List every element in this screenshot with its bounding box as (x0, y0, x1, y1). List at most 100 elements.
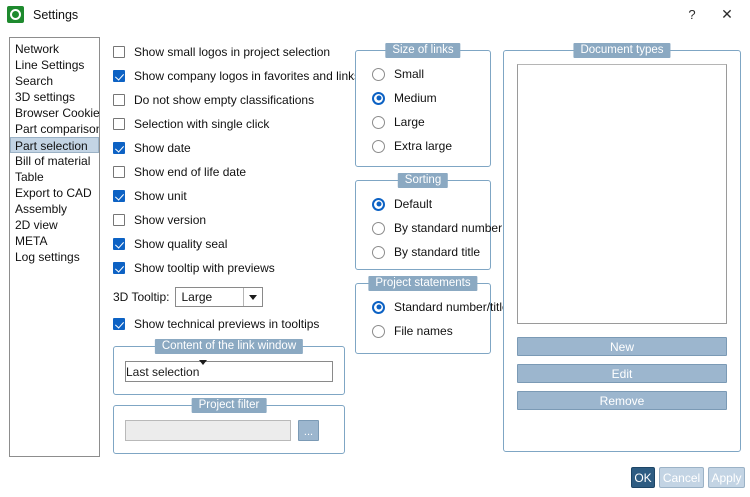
window-titlebar: Settings (0, 0, 750, 29)
apply-button[interactable]: Apply (708, 467, 745, 488)
checkbox-hide-empty-classifications[interactable] (113, 93, 125, 106)
size-of-links-group: Size of links Small Medium Large Extra l… (355, 43, 491, 167)
project-statements-group-title: Project statements (368, 276, 478, 291)
link-window-select[interactable]: Last selection (125, 359, 333, 382)
checkbox-show-unit[interactable] (113, 189, 125, 202)
new-document-type-button[interactable]: New (517, 337, 727, 356)
sidebar-item-meta[interactable]: META (15, 234, 48, 248)
link-window-group-title: Content of the link window (154, 339, 304, 354)
radio-sorting-standard-number[interactable] (372, 221, 385, 235)
sidebar-item-browser-cookies[interactable]: Browser Cookies (15, 106, 100, 120)
checkbox-single-click-selection[interactable] (113, 117, 125, 130)
chevron-down-icon[interactable] (243, 288, 262, 306)
radio-label-standard-number-title: Standard number/title (394, 300, 509, 314)
radio-size-small[interactable] (372, 67, 385, 81)
3d-tooltip-setting: 3D Tooltip: Large (113, 287, 264, 307)
checkbox-label-technical-previews: Show technical previews in tooltips (134, 316, 320, 331)
radio-size-extra-large[interactable] (372, 139, 385, 153)
size-of-links-group-title: Size of links (385, 43, 461, 58)
checkbox-label-show-date: Show date (134, 140, 191, 155)
radio-row-file-names[interactable]: File names (372, 324, 490, 338)
radio-standard-number-title[interactable] (372, 300, 385, 314)
checkbox-row-technical-previews[interactable]: Show technical previews in tooltips (113, 316, 320, 331)
project-statements-group: Project statements Standard number/title… (355, 276, 509, 354)
radio-label-sorting-default: Default (394, 197, 433, 211)
checkbox-show-end-of-life-date[interactable] (113, 165, 125, 178)
radio-row-sorting-default[interactable]: Default (372, 197, 490, 211)
sidebar-item-network[interactable]: Network (15, 42, 60, 56)
sidebar-item-log-settings[interactable]: Log settings (15, 250, 80, 264)
radio-sorting-standard-title[interactable] (372, 245, 385, 259)
project-filter-group-title: Project filter (191, 398, 267, 413)
checkbox-show-tooltip-with-previews[interactable] (113, 261, 125, 274)
checkbox-row-show-tooltip-with-previews[interactable]: Show tooltip with previews (113, 261, 349, 275)
checkbox-row-show-end-of-life-date[interactable]: Show end of life date (113, 164, 349, 179)
document-types-group: Document types New Edit Remove (503, 43, 741, 452)
sidebar-item-2d-view[interactable]: 2D view (15, 218, 58, 232)
sidebar-item-part-comparison[interactable]: Part comparison (15, 122, 100, 136)
radio-row-size-medium[interactable]: Medium (372, 91, 490, 105)
radio-row-size-extra-large[interactable]: Extra large (372, 139, 490, 153)
checkbox-label-show-unit: Show unit (134, 188, 187, 203)
checkbox-row-single-click-selection[interactable]: Selection with single click (113, 116, 349, 131)
radio-label-size-small: Small (394, 67, 425, 81)
checkbox-label-show-quality-seal: Show quality seal (134, 236, 228, 251)
link-window-group: Content of the link window Last selectio… (113, 339, 345, 395)
radio-label-size-large: Large (394, 115, 425, 129)
checkbox-row-show-quality-seal[interactable]: Show quality seal (113, 236, 349, 251)
sidebar-item-table[interactable]: Table (15, 170, 44, 184)
checkbox-label-single-click-selection: Selection with single click (134, 116, 270, 131)
checkbox-row-show-small-logos[interactable]: Show small logos in project selection (113, 44, 349, 59)
help-button[interactable]: ? (688, 7, 696, 22)
checkbox-row-hide-empty-classifications[interactable]: Do not show empty classifications (113, 92, 349, 107)
sidebar-item-line-settings[interactable]: Line Settings (15, 58, 85, 72)
checkbox-row-show-date[interactable]: Show date (113, 140, 349, 155)
sidebar-item-assembly[interactable]: Assembly (15, 202, 68, 216)
document-types-list[interactable] (517, 64, 727, 324)
radio-row-sorting-standard-title[interactable]: By standard title (372, 245, 490, 259)
remove-document-type-button[interactable]: Remove (517, 391, 727, 410)
checkbox-technical-previews[interactable] (113, 317, 125, 330)
checkbox-show-quality-seal[interactable] (113, 237, 125, 250)
radio-sorting-default[interactable] (372, 197, 385, 211)
checkbox-show-date[interactable] (113, 141, 125, 154)
radio-label-size-medium: Medium (394, 91, 437, 105)
chevron-down-icon[interactable] (199, 359, 208, 379)
checkbox-row-show-unit[interactable]: Show unit (113, 188, 349, 203)
project-filter-input[interactable] (125, 420, 291, 441)
checkbox-label-show-small-logos: Show small logos in project selection (134, 44, 331, 59)
checkbox-row-show-version[interactable]: Show version (113, 212, 349, 227)
radio-size-large[interactable] (372, 115, 385, 129)
settings-category-list[interactable]: Network Line Settings Search 3D settings… (9, 37, 100, 457)
checkbox-show-company-logos[interactable] (113, 69, 125, 82)
sorting-group: Sorting Default By standard number By st… (355, 173, 502, 270)
radio-file-names[interactable] (372, 324, 385, 338)
document-types-group-title: Document types (573, 43, 671, 58)
radio-row-sorting-standard-number[interactable]: By standard number (372, 221, 502, 235)
sidebar-item-export-to-cad[interactable]: Export to CAD (15, 186, 92, 200)
radio-label-sorting-standard-title: By standard title (394, 245, 481, 259)
sidebar-item-part-selection[interactable]: Part selection (10, 137, 99, 153)
radio-size-medium[interactable] (372, 91, 385, 105)
project-filter-browse-button[interactable]: ... (298, 420, 319, 441)
checkbox-show-version[interactable] (113, 213, 125, 226)
checkbox-label-show-end-of-life-date: Show end of life date (134, 164, 247, 179)
sidebar-item-search[interactable]: Search (15, 74, 54, 88)
sidebar-item-bill-of-material[interactable]: Bill of material (15, 154, 91, 168)
ok-button[interactable]: OK (631, 467, 655, 488)
checkbox-show-small-logos[interactable] (113, 45, 125, 58)
checkbox-label-show-version: Show version (134, 212, 207, 227)
checkbox-label-show-company-logos: Show company logos in favorites and link… (134, 68, 361, 83)
3d-tooltip-select[interactable]: Large (175, 287, 264, 307)
radio-row-size-large[interactable]: Large (372, 115, 490, 129)
sidebar-item-3d-settings[interactable]: 3D settings (15, 90, 76, 104)
cancel-button[interactable]: Cancel (659, 467, 704, 488)
radio-row-standard-number-title[interactable]: Standard number/title (372, 300, 509, 314)
radio-label-file-names: File names (394, 324, 453, 338)
radio-row-size-small[interactable]: Small (372, 67, 490, 81)
checkbox-label-hide-empty-classifications: Do not show empty classifications (134, 92, 315, 107)
checkbox-row-show-company-logos[interactable]: Show company logos in favorites and link… (113, 69, 360, 83)
close-icon[interactable]: ✕ (721, 6, 733, 22)
edit-document-type-button[interactable]: Edit (517, 364, 727, 383)
3d-tooltip-label: 3D Tooltip: (113, 290, 170, 304)
